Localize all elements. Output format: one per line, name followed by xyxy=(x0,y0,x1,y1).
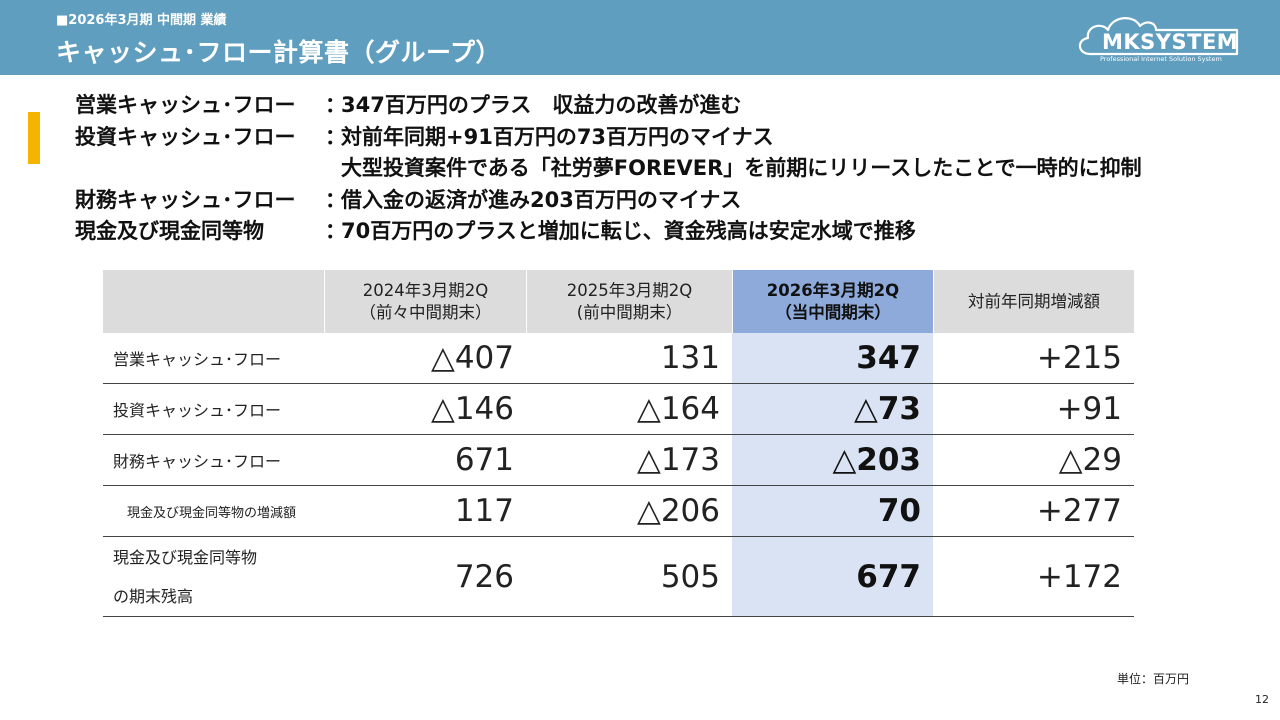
summary-line-cash: 現金及び現金同等物 ： 70百万円のプラスと増加に転じ、資金残高は安定水域で推移 xyxy=(75,216,1142,248)
summary-text: 対前年同期+91百万円の73百万円のマイナス xyxy=(341,124,774,149)
summary-line-operating: 営業キャッシュ･フロー ： 347百万円のプラス 収益力の改善が進む xyxy=(75,90,1142,122)
summary-line-financing: 財務キャッシュ･フロー ： 借入金の返済が進み203百万円のマイナス xyxy=(75,185,1142,217)
section-subtitle: ■2026年3月期 中間期 業績 xyxy=(56,13,227,28)
summary-label: 現金及び現金同等物 xyxy=(75,219,264,243)
header-cell-blank xyxy=(103,270,324,333)
page-number: 12 xyxy=(1255,693,1269,706)
cash-flow-table: 2024年3月期2Q （前々中間期末） 2025年3月期2Q (前中間期末） 2… xyxy=(103,270,1134,617)
table-row-investing: 投資キャッシュ･フロー △146 △164 △73 +91 xyxy=(103,384,1134,435)
summary-text: 70百万円のプラスと増加に転じ、資金残高は安定水域で推移 xyxy=(341,219,916,243)
accent-bar xyxy=(28,112,40,164)
header-cell-fy2024: 2024年3月期2Q （前々中間期末） xyxy=(324,270,526,333)
table-row-cash-change: 現金及び現金同等物の増減額 117 △206 70 +277 xyxy=(103,486,1134,537)
header-cell-yoy-change: 対前年同期増減額 xyxy=(933,270,1134,333)
header-line: 対前年同期増減額 xyxy=(968,291,1100,311)
header-line: (前中間期末） xyxy=(576,302,683,322)
cell-value-current: △203 xyxy=(732,435,933,485)
cloud-logo-icon xyxy=(1078,17,1239,56)
header-line: 2024年3月期2Q xyxy=(362,280,489,300)
summary-colon: ： xyxy=(325,93,346,117)
summary-colon: ： xyxy=(325,124,346,149)
cell-value-current: △73 xyxy=(732,384,933,434)
table-row-cash-balance: 現金及び現金同等物 の期末残高 726 505 677 +172 xyxy=(103,537,1134,617)
cell-value-change: △29 xyxy=(1058,442,1122,478)
header-bar: ■2026年3月期 中間期 業績 キャッシュ･フロー計算書（グループ） MKSY… xyxy=(0,0,1280,75)
header-cell-fy2026: 2026年3月期2Q （当中間期末） xyxy=(732,270,933,333)
cell-value: △173 xyxy=(636,442,720,478)
cell-value-current: 70 xyxy=(732,486,933,536)
summary-colon: ： xyxy=(325,219,346,243)
cell-value-change: +91 xyxy=(1056,391,1122,427)
cell-value: △146 xyxy=(430,391,514,427)
cell-value: △206 xyxy=(636,493,720,529)
cell-value-current: 347 xyxy=(732,333,933,383)
header-cell-fy2025: 2025年3月期2Q (前中間期末） xyxy=(526,270,732,333)
row-label: 現金及び現金同等物 の期末残高 xyxy=(103,537,324,616)
cell-value: 671 xyxy=(454,442,514,478)
summary-text: 借入金の返済が進み203百万円のマイナス xyxy=(341,187,742,212)
cell-value: 505 xyxy=(660,558,720,595)
table-row-financing: 財務キャッシュ･フロー 671 △173 △203 △29 xyxy=(103,435,1134,486)
cell-value-current: 677 xyxy=(732,537,933,616)
summary-colon: ： xyxy=(325,187,346,212)
logo-tagline: Professional Internet Solution System xyxy=(1100,55,1222,63)
cell-value: △407 xyxy=(430,340,514,376)
row-label: 財務キャッシュ･フロー xyxy=(113,452,282,471)
header-line: （前々中間期末） xyxy=(359,302,492,322)
row-label: 投資キャッシュ･フロー xyxy=(113,401,282,420)
row-label: 営業キャッシュ･フロー xyxy=(113,350,282,369)
header-line: 2025年3月期2Q xyxy=(566,280,693,300)
cell-value-change: +277 xyxy=(1036,493,1122,529)
logo-wordmark: MKSYSTEM xyxy=(1102,30,1239,54)
table-row-operating: 営業キャッシュ･フロー △407 131 347 +215 xyxy=(103,333,1134,384)
header-line: 2026年3月期2Q xyxy=(766,280,900,300)
cell-value: △164 xyxy=(636,391,720,427)
summary-line-investing-note: 大型投資案件である「社労夢FOREVER」を前期にリリースしたことで一時的に抑制 xyxy=(341,156,1142,180)
header-line: （当中間期末） xyxy=(775,302,891,322)
row-label-line: の期末残高 xyxy=(113,586,194,606)
summary-text: 347百万円のプラス 収益力の改善が進む xyxy=(341,93,742,117)
cell-value: 726 xyxy=(454,558,514,595)
cell-value: 117 xyxy=(454,493,514,529)
row-label-line: 現金及び現金同等物 xyxy=(113,547,258,567)
summary-block: 営業キャッシュ･フロー ： 347百万円のプラス 収益力の改善が進む 投資キャッ… xyxy=(75,90,1142,248)
cell-value-change: +215 xyxy=(1036,340,1122,376)
unit-note: 単位：百万円 xyxy=(1117,672,1190,686)
summary-label: 投資キャッシュ･フロー xyxy=(75,124,296,149)
table-header-row: 2024年3月期2Q （前々中間期末） 2025年3月期2Q (前中間期末） 2… xyxy=(103,270,1134,333)
summary-label: 財務キャッシュ･フロー xyxy=(75,187,296,212)
cell-value: 131 xyxy=(660,340,720,376)
cell-value-change: +172 xyxy=(1036,558,1122,595)
row-label: 現金及び現金同等物の増減額 xyxy=(127,505,297,521)
page-title: キャッシュ･フロー計算書（グループ） xyxy=(56,38,502,67)
summary-line-investing: 投資キャッシュ･フロー ： 対前年同期+91百万円の73百万円のマイナス xyxy=(75,122,1142,154)
summary-label: 営業キャッシュ･フロー xyxy=(75,93,296,117)
company-logo: MKSYSTEM Professional Internet Solution … xyxy=(1072,10,1242,68)
